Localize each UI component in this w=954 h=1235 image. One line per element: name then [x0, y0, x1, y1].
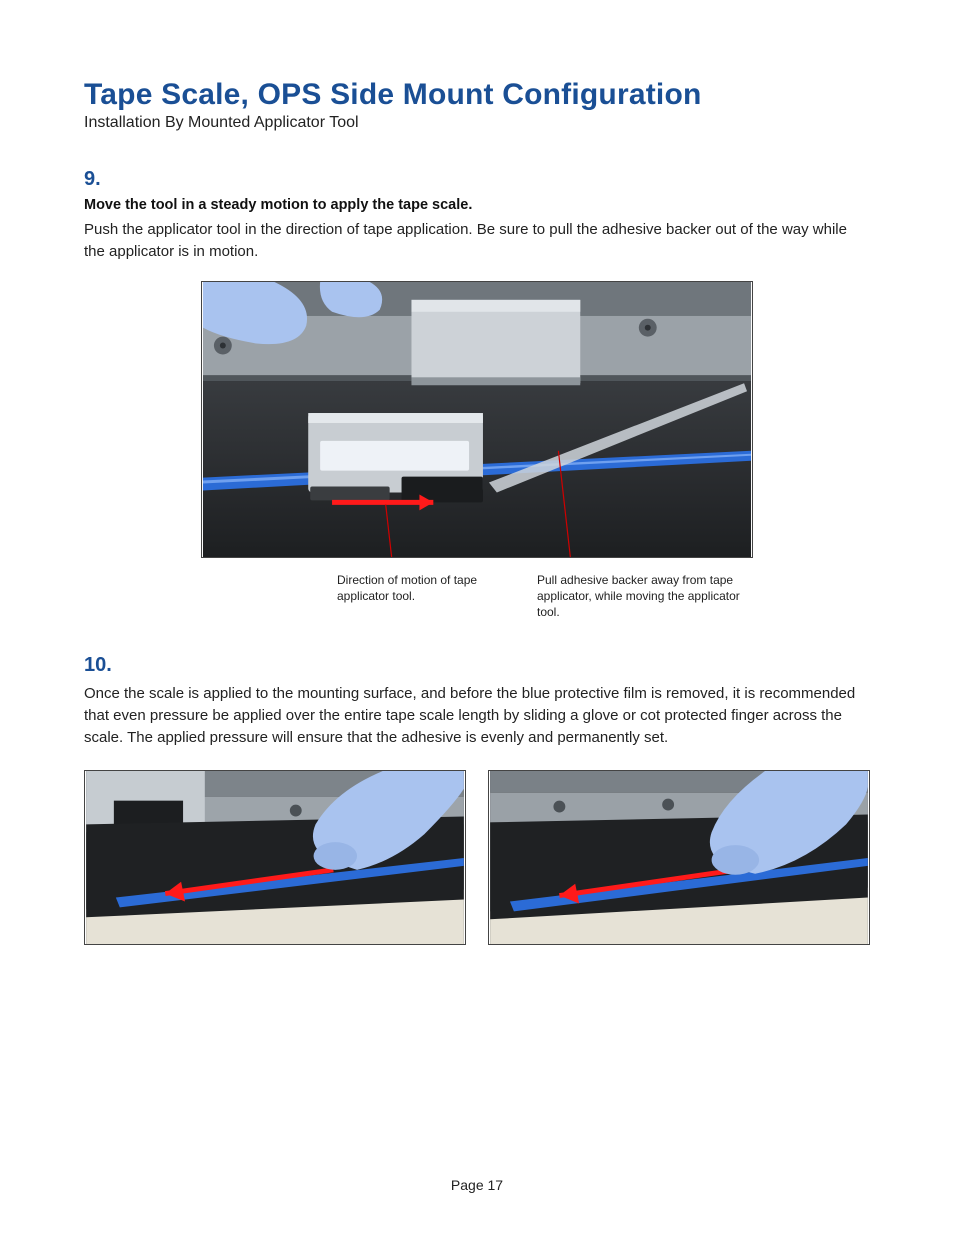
- step-10-figures: [84, 770, 870, 945]
- step-10-photo-left: [84, 770, 466, 945]
- step-9-number: 9.: [84, 168, 870, 191]
- step-9-photo: [201, 281, 753, 558]
- step-10-body: Once the scale is applied to the mountin…: [84, 683, 870, 748]
- step-9-heading: Move the tool in a steady motion to appl…: [84, 197, 870, 213]
- step-9-figure: Direction of motion of tape applicator t…: [84, 281, 870, 621]
- step-9-caption-right: Pull adhesive backer away from tape appl…: [537, 572, 747, 621]
- page-subtitle: Installation By Mounted Applicator Tool: [84, 114, 870, 132]
- page-footer: Page 17: [0, 1177, 954, 1193]
- step-10-photo-right: [488, 770, 870, 945]
- step-9-caption-left: Direction of motion of tape applicator t…: [337, 572, 497, 621]
- page-title: Tape Scale, OPS Side Mount Configuration: [84, 78, 870, 112]
- step-9-body: Push the applicator tool in the directio…: [84, 219, 870, 263]
- step-10-number: 10.: [84, 654, 870, 677]
